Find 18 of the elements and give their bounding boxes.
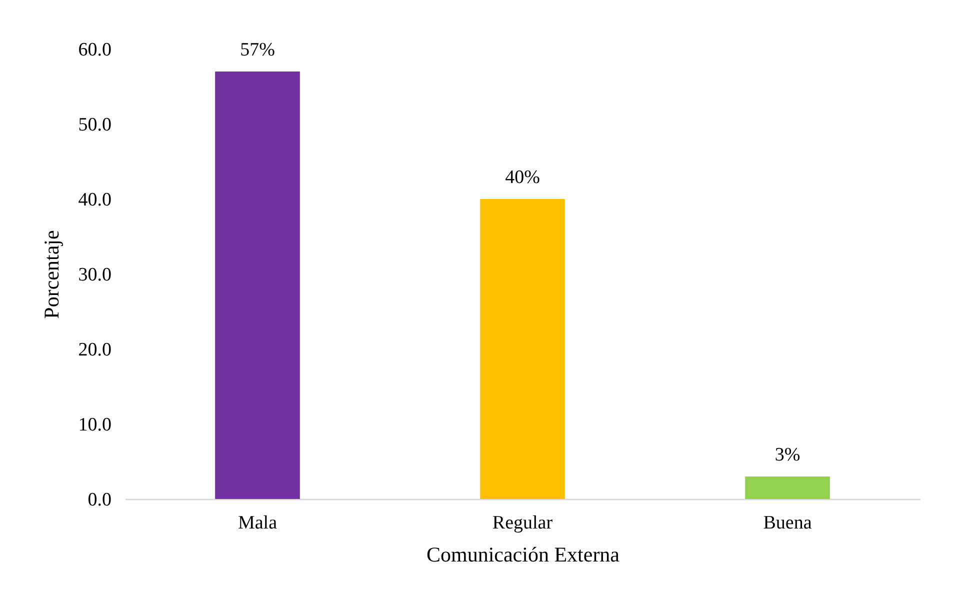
bar: [480, 199, 565, 499]
y-axis-title: Porcentaje: [39, 230, 64, 319]
y-tick-label: 30.0: [78, 264, 112, 286]
bar: [745, 476, 830, 499]
x-tick-label: Mala: [238, 512, 278, 534]
x-tick-label: Buena: [763, 512, 812, 534]
x-axis-title: Comunicación Externa: [426, 542, 620, 566]
bar: [215, 72, 300, 499]
data-label: 3%: [774, 444, 800, 466]
y-tick-label: 60.0: [78, 40, 112, 60]
data-label: 57%: [240, 40, 276, 60]
y-tick-label: 50.0: [78, 114, 112, 136]
x-tick-label: Regular: [492, 512, 554, 534]
y-tick-label: 20.0: [78, 340, 112, 360]
data-label: 40%: [505, 167, 540, 188]
y-tick-label: 40.0: [78, 190, 112, 210]
y-tick-label: 10.0: [78, 414, 112, 436]
y-tick-label: 0.0: [88, 490, 112, 510]
